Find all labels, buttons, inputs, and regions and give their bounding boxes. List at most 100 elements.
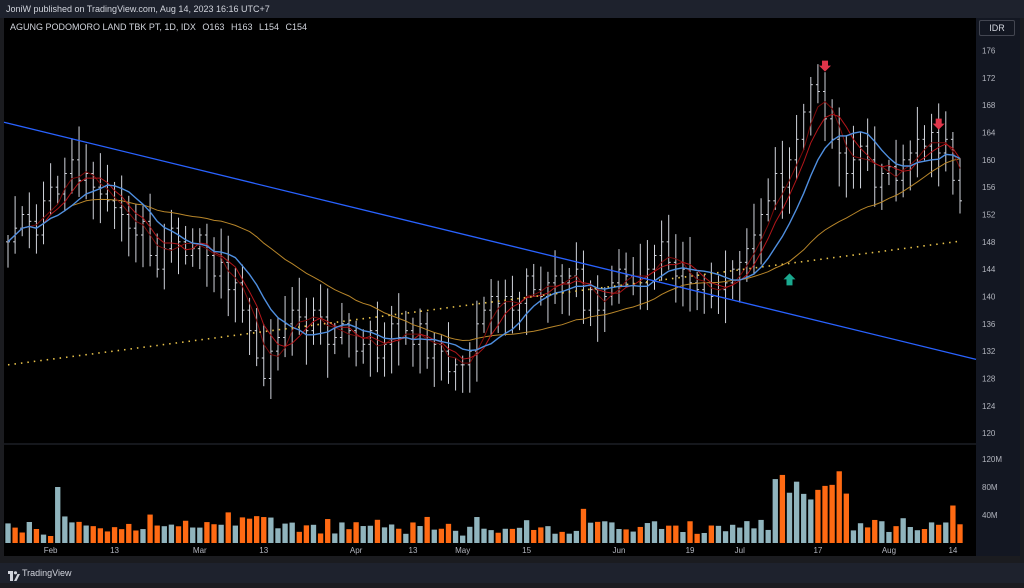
volume-bar bbox=[190, 527, 196, 543]
volume-bar bbox=[47, 536, 54, 543]
volume-bar bbox=[154, 525, 160, 543]
volume-bar bbox=[182, 520, 189, 543]
chart-frame[interactable] bbox=[4, 18, 976, 556]
ohlc-bar bbox=[290, 287, 295, 356]
volume-bar bbox=[97, 528, 104, 543]
ohlc-bar bbox=[652, 244, 657, 290]
volume-bar bbox=[914, 530, 921, 543]
tradingview-logo-icon bbox=[8, 568, 20, 588]
ohlc-bar bbox=[581, 250, 586, 324]
volume-bar bbox=[126, 523, 132, 543]
time-tick-label: Apr bbox=[350, 546, 363, 555]
volume-bar bbox=[573, 530, 580, 543]
volume-bar bbox=[595, 521, 601, 543]
volume-bar bbox=[808, 499, 814, 543]
ohlc-bar bbox=[759, 198, 764, 265]
volume-bar bbox=[19, 532, 25, 543]
ohlc-bar bbox=[482, 296, 486, 333]
ma-red-line bbox=[7, 113, 961, 360]
time-tick-label: 13 bbox=[110, 546, 119, 555]
ohlc-bar bbox=[823, 72, 828, 142]
volume-bar bbox=[147, 514, 153, 543]
volume-bar bbox=[275, 528, 281, 543]
volume-bar bbox=[460, 535, 466, 543]
volume-bar bbox=[893, 526, 899, 543]
volume-bar bbox=[353, 522, 359, 543]
volume-bar bbox=[90, 526, 96, 543]
ohlc-bar bbox=[197, 228, 202, 270]
ohlc-bar bbox=[666, 214, 671, 270]
time-tick-label: 14 bbox=[948, 546, 957, 555]
volume-bar bbox=[175, 526, 182, 543]
volume-bar bbox=[424, 516, 430, 543]
volume-bar bbox=[246, 518, 253, 543]
volume-bar bbox=[374, 519, 381, 543]
volume-bar bbox=[651, 521, 658, 543]
volume-tick-label: 80M bbox=[982, 483, 998, 492]
volume-bar bbox=[843, 493, 849, 543]
volume-bar bbox=[921, 529, 928, 543]
ohlc-bar bbox=[212, 237, 217, 293]
time-tick-label: Jul bbox=[735, 546, 745, 555]
price-tick-label: 160 bbox=[982, 156, 996, 165]
volume-bar bbox=[722, 531, 729, 543]
ohlc-bar bbox=[680, 241, 685, 307]
volume-bar bbox=[864, 527, 871, 543]
volume-bar bbox=[346, 529, 352, 543]
volume-bar bbox=[900, 518, 906, 543]
ohlc-bar bbox=[844, 135, 849, 198]
price-tick-label: 168 bbox=[982, 101, 996, 110]
ohlc-bar bbox=[247, 297, 252, 356]
ohlc-bar bbox=[602, 287, 607, 333]
publish-header: JoniW published on TradingView.com, Aug … bbox=[0, 0, 1024, 18]
ma-dotted-line bbox=[7, 240, 961, 366]
volume-bar bbox=[111, 527, 118, 543]
time-tick-label: Jun bbox=[613, 546, 626, 555]
arrow-up-icon bbox=[783, 273, 796, 286]
volume-bar bbox=[12, 527, 18, 543]
footer-brand: TradingView bbox=[22, 568, 72, 578]
ohlc-bar bbox=[588, 280, 593, 327]
price-tick-label: 148 bbox=[982, 238, 996, 247]
open-value: O163 bbox=[202, 22, 225, 32]
ohlc-bar bbox=[766, 178, 771, 222]
volume-bar bbox=[62, 516, 68, 543]
ohlc-bar bbox=[815, 64, 820, 104]
ohlc-bar bbox=[20, 206, 25, 237]
ohlc-bar bbox=[219, 228, 224, 299]
symbol-name: AGUNG PODOMORO LAND TBK PT, 1D, IDX bbox=[10, 22, 196, 32]
volume-bar bbox=[815, 489, 821, 543]
price-axis-panel[interactable] bbox=[976, 18, 1020, 556]
volume-bar bbox=[729, 524, 736, 543]
ohlc-bar bbox=[254, 308, 259, 367]
volume-bar bbox=[666, 525, 672, 543]
volume-bar bbox=[33, 529, 40, 543]
volume-bar bbox=[467, 526, 473, 543]
volume-bar bbox=[872, 519, 878, 543]
arrow-down-icon bbox=[932, 118, 945, 130]
ohlc-bar bbox=[261, 324, 266, 387]
volume-bar bbox=[417, 526, 423, 543]
ohlc-bar bbox=[432, 332, 437, 387]
volume-bar bbox=[644, 523, 651, 543]
currency-button[interactable]: IDR bbox=[979, 20, 1015, 36]
ohlc-bar bbox=[268, 319, 273, 399]
volume-bar bbox=[55, 487, 61, 543]
ohlc-bar bbox=[169, 209, 174, 263]
volume-bar bbox=[516, 527, 523, 543]
ohlc-bar bbox=[943, 111, 948, 172]
volume-bar bbox=[332, 533, 338, 543]
ohlc-bar bbox=[751, 203, 756, 275]
price-tick-label: 140 bbox=[982, 293, 996, 302]
time-tick-label: May bbox=[455, 546, 470, 555]
volume-bar bbox=[737, 527, 743, 543]
ohlc-bar bbox=[489, 279, 494, 337]
time-tick-label: 15 bbox=[522, 546, 531, 555]
volume-bar bbox=[907, 527, 913, 543]
volume-bar bbox=[218, 524, 224, 543]
volume-bar bbox=[950, 505, 956, 543]
volume-bar bbox=[552, 533, 558, 543]
ohlc-bar bbox=[780, 140, 785, 219]
volume-bar bbox=[836, 471, 842, 543]
